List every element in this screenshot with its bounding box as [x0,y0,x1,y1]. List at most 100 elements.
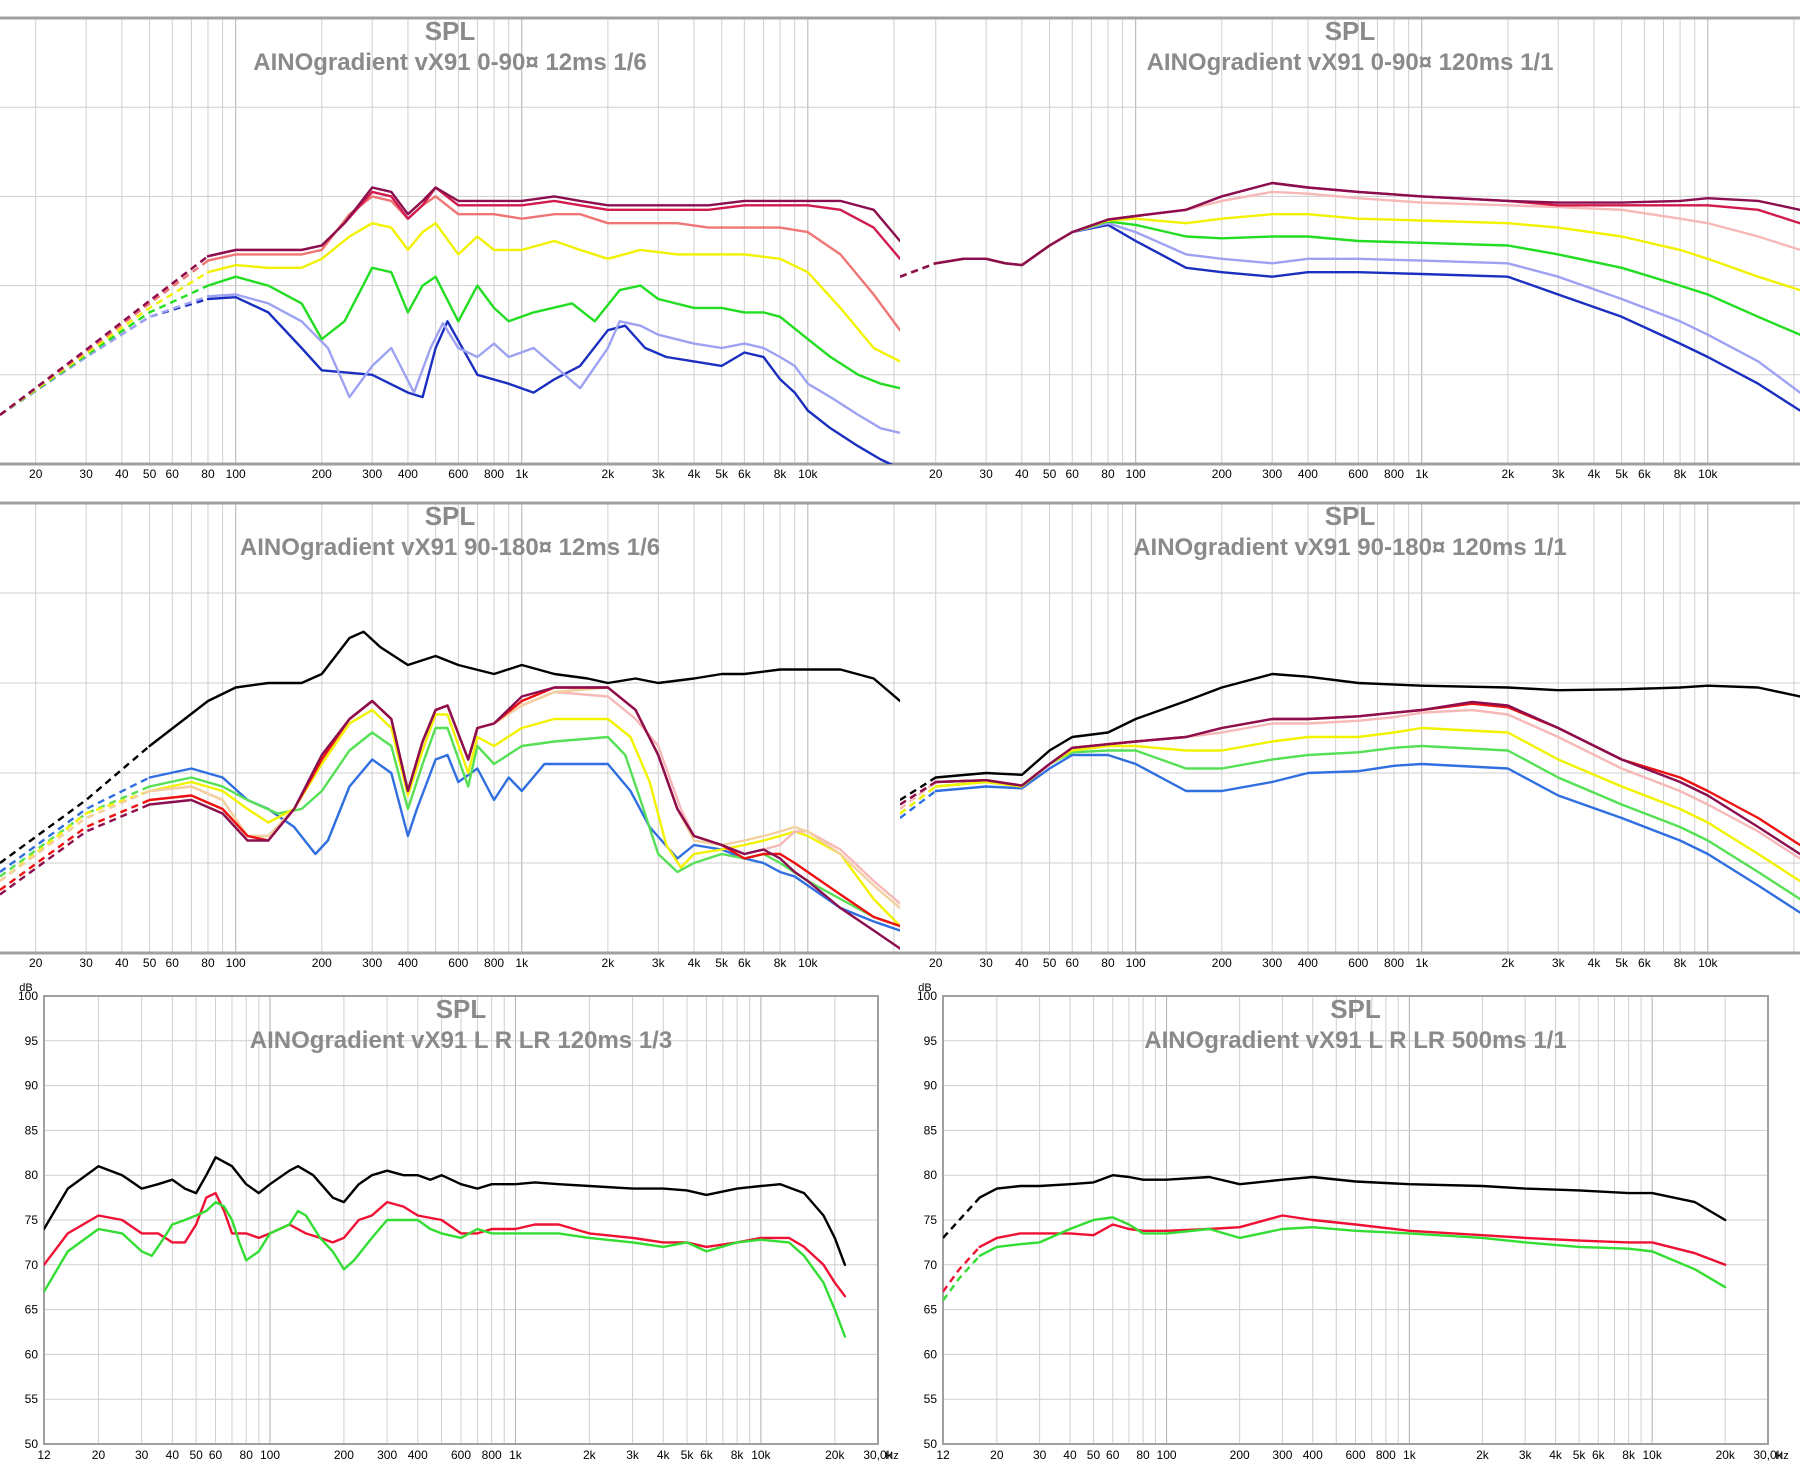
series-line-dashed [0,745,151,864]
x-tick-label: 200 [1212,956,1232,970]
chart-title: SPL [1325,16,1376,46]
x-tick-label: 5k [1615,956,1629,970]
y-tick-label: 75 [25,1213,39,1227]
x-tick-label: 2k [1476,1448,1490,1462]
x-axis-ticks: 20 30 40 50 60 80 100 200 300 400 600 800 1k 2k 3k 4k 5k… [29,956,818,970]
x-tick-label: 10k [1642,1448,1662,1462]
x-tick-label: 400 [1298,956,1318,970]
x-tick-label: 50 [1043,956,1057,970]
x-tick-label: 800 [482,1448,502,1462]
x-tick-label: 800 [1384,956,1404,970]
x-tick-label: 80 [240,1448,254,1462]
series-line-dashed [943,1254,981,1302]
x-tick-label: 3k [652,956,666,970]
x-tick-label: 60 [166,956,180,970]
series-line [206,293,900,434]
x-axis-ticks: 20 30 40 50 60 80 100 200 300 400 600 800 1k 2k 3k 4k 5k… [29,467,818,481]
x-tick-label: 600 [1345,1448,1365,1462]
chart-subtitle: AINOgradient vX91 0-90¤ 12ms 1/6 [253,49,647,76]
x-tick-label: 300 [377,1448,397,1462]
series-line-dashed [943,1196,981,1239]
x-tick-label: 4k [1588,467,1602,481]
x-tick-label: 40 [1015,467,1029,481]
series-line [206,222,900,363]
plot-area [0,503,900,953]
plot-frame [942,995,1769,1445]
y-axis-ticks: 50 55 60 65 70 75 80 85 90 95 100 [917,989,937,1451]
vertical-grid [935,18,1795,464]
x-tick-label: 3k [626,1448,640,1462]
x-tick-label: 80 [201,956,215,970]
series-line [206,296,894,464]
chart-svg: SPL AINOgradient vX91 L R LR 120ms 1/3 12 2… [18,982,899,1462]
x-tick-label: 2k [1502,467,1516,481]
x-tick-label: 10k [798,956,818,970]
chart-svg: SPL AINOgradient vX91 90-180¤ 120ms 1/1 20… [900,501,1800,970]
x-axis-ticks: 12 20 30 40 50 60 80 100 200 300 400 600 800 1k 2k 3k 4k… [37,1448,893,1462]
x-tick-label: 2k [602,956,616,970]
x-tick-label: 20 [929,956,943,970]
series-group [0,630,900,950]
x-tick-label: 300 [362,467,382,481]
chart-panel-lr-120ms: SPL AINOgradient vX91 L R LR 120ms 1/3 12 2… [0,978,900,1467]
x-tick-label: 6k [738,467,752,481]
chart-svg: SPL AINOgradient vX91 L R LR 500ms 1/1 12 2… [917,982,1789,1462]
series-line [44,1191,847,1298]
x-tick-label: 50 [1043,467,1057,481]
y-tick-label: 65 [25,1303,39,1317]
x-tick-label: 100 [226,956,246,970]
x-tick-label: 800 [484,467,504,481]
series-group [900,672,1800,914]
series-line-dashed [900,781,937,810]
chart-svg: SPL AINOgradient vX91 90-180¤ 12ms 1/6 20 3… [0,501,900,970]
x-axis-ticks: 20 30 40 50 60 80 100 200 300 400 600 800 1k 2k 3k 4k 5k… [929,467,1718,481]
x-tick-label: 10k [798,467,818,481]
x-tick-label: 800 [1384,467,1404,481]
chart-subtitle: AINOgradient vX91 0-90¤ 120ms 1/1 [1147,49,1554,76]
x-tick-label: 1k [509,1448,523,1462]
x-tick-label: 30 [1033,1448,1047,1462]
x-tick-label: 3k [652,467,666,481]
y-axis-ticks: 50 55 60 65 70 75 80 85 90 95 100 [18,989,38,1451]
series-line [206,186,900,258]
x-tick-label: 8k [774,467,788,481]
y-tick-label: 75 [924,1213,938,1227]
x-tick-label: 2k [602,467,616,481]
x-tick-label: 60 [166,467,180,481]
x-tick-label: 20 [990,1448,1004,1462]
x-tick-label: 6k [738,956,752,970]
x-tick-label: 3k [1552,467,1566,481]
series-line-dashed [900,785,937,815]
y-tick-label: 90 [25,1079,39,1093]
x-tick-label: 5k [715,956,729,970]
series-line [934,753,1800,914]
x-tick-label: 4k [688,956,702,970]
x-tick-label: 30 [135,1448,149,1462]
y-tick-label: 100 [18,989,38,1003]
x-tick-label: 50 [143,467,157,481]
chart-panel-0-90-12ms: SPL AINOgradient vX91 0-90¤ 12ms 1/6 20 30 4… [0,0,900,489]
x-tick-label: 6k [1638,467,1652,481]
x-tick-label: 8k [731,1448,745,1462]
series-line [148,686,900,950]
x-tick-label: 40 [115,956,129,970]
x-tick-label: 800 [1376,1448,1396,1462]
x-tick-label: 40 [115,467,129,481]
x-tick-label: 200 [1212,467,1232,481]
x-tick-label: 20 [29,956,43,970]
x-tick-label: 80 [201,467,215,481]
x-tick-label: 10k [1698,956,1718,970]
x-tick-label: 80 [1101,956,1115,970]
x-tick-label: 10k [751,1448,771,1462]
x-axis-ticks: 20 30 40 50 60 80 100 200 300 400 600 800 1k 2k 3k 4k 5k… [929,956,1718,970]
x-tick-label: 5k [681,1448,695,1462]
x-tick-label: 600 [448,956,468,970]
y-tick-label: 80 [924,1168,938,1182]
y-tick-label: 95 [924,1034,938,1048]
y-tick-label: 60 [25,1347,39,1361]
vertical-grid [35,18,895,464]
x-tick-label: 200 [334,1448,354,1462]
x-tick-label: 300 [1262,467,1282,481]
chart-svg: SPL AINOgradient vX91 0-90¤ 120ms 1/1 20 30… [900,16,1800,481]
chart-panel-lr-500ms: SPL AINOgradient vX91 L R LR 500ms 1/1 12 2… [900,978,1800,1467]
